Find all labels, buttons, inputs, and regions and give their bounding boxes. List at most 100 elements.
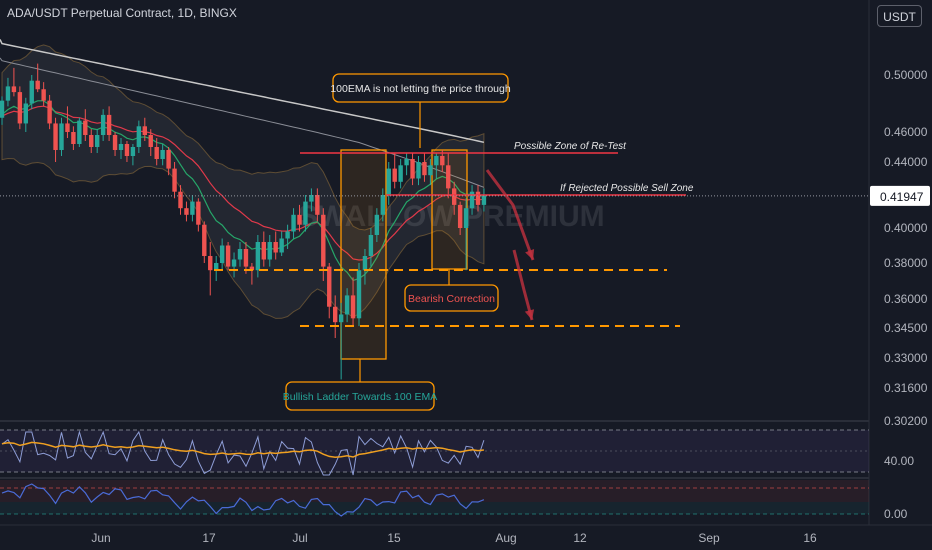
candle-body (65, 123, 70, 132)
arrow-to-support-2 (512, 249, 534, 321)
candle-body (398, 165, 403, 182)
time-tick-label: Sep (698, 531, 720, 545)
horizontal-levels (214, 152, 686, 327)
candle-body (344, 295, 350, 315)
time-tick-label: 16 (803, 531, 817, 545)
chart-title: ADA/USDT Perpetual Contract, 1D, BINGX (7, 6, 237, 20)
candle-body (231, 259, 237, 267)
currency-button[interactable]: USDT (877, 5, 922, 27)
candle-body (118, 144, 124, 150)
ema-200-line (0, 39, 485, 144)
candle-body (440, 156, 445, 166)
candle-body (0, 100, 5, 118)
price-tick-label: 0.36000 (884, 292, 928, 306)
candle-body (184, 208, 189, 215)
candle-body (112, 135, 118, 150)
moving-averages (0, 39, 485, 282)
candle-body (291, 214, 296, 232)
candle-body (362, 256, 368, 271)
bollinger-bands (1, 44, 485, 319)
candle-body (136, 126, 142, 147)
candle-body (350, 295, 356, 319)
candle-body (303, 201, 308, 225)
candle-body (243, 249, 249, 267)
candle-body (327, 266, 332, 307)
candle-body (47, 100, 52, 124)
price-tick-label: 0.40000 (884, 221, 928, 235)
price-tick-label: 0.50000 (884, 68, 928, 82)
candle-body (5, 86, 11, 101)
lower-indicator-line (1, 483, 485, 517)
ema-note-label: 100EMA is not letting the price through (330, 83, 511, 95)
candle-body (148, 135, 153, 147)
candle-body (404, 159, 409, 166)
candle-body (95, 135, 100, 147)
watermark: SWALLOW PREMIUM (298, 200, 605, 233)
candle-body (457, 204, 463, 228)
candle-body (428, 165, 433, 176)
lower-green-zone (0, 502, 869, 514)
candle-body (386, 168, 391, 195)
time-tick-label: Jun (91, 531, 110, 545)
candle-body (160, 150, 165, 159)
candle-body (380, 195, 385, 215)
candle-body (261, 242, 266, 260)
candle-body (446, 165, 451, 189)
candle-body (434, 156, 439, 166)
candle-body (89, 135, 94, 147)
lower-axis-label: 0.00 (884, 507, 908, 521)
candle-body (249, 266, 255, 271)
candle-body (475, 191, 481, 205)
rsi-ma-line (1, 441, 484, 458)
candle-body (100, 114, 106, 135)
candle-body (154, 147, 159, 159)
bullish-ladder-box (340, 149, 387, 360)
candle-body (410, 159, 415, 179)
candle-body (416, 162, 421, 179)
candle-body (392, 168, 397, 182)
ema-green-line (1, 100, 484, 282)
bollinger-band-area (1, 44, 485, 319)
candle-body (17, 92, 23, 124)
current-price-label: 0.41947 (880, 190, 924, 204)
bearish-correction-label: Bearish Correction (408, 293, 495, 305)
candle-body (130, 147, 136, 156)
candlesticks (0, 63, 487, 380)
price-tick-label: 0.30200 (884, 414, 928, 428)
candle-body (279, 238, 284, 253)
candle-body (356, 270, 362, 319)
time-tick-label: 17 (202, 531, 216, 545)
price-tick-label: 0.33000 (884, 351, 928, 365)
time-axis: Jun 17 Jul 15 Aug 12 Sep 16 (91, 531, 817, 545)
candle-body (172, 168, 177, 192)
lower-indicator-panel: 0.00 (0, 480, 908, 521)
candle-body (225, 245, 231, 267)
candle-body (219, 245, 225, 263)
candle-body (267, 242, 272, 260)
candle-body (23, 103, 28, 124)
sell-zone-label: If Rejected Possible Sell Zone (560, 183, 694, 194)
price-axis-background (869, 0, 932, 550)
candle-body (53, 123, 58, 150)
candle-body (374, 214, 380, 235)
candle-body (338, 314, 344, 323)
candle-body (142, 126, 147, 135)
lower-red-zone (0, 480, 869, 502)
candle-body (202, 224, 207, 256)
ema-100-line (0, 57, 485, 188)
rsi-panel: 40.00 (0, 429, 914, 476)
ema-red-line (1, 105, 484, 261)
price-tick-label: 0.31600 (884, 381, 928, 395)
candle-body (196, 201, 201, 225)
candle-body (469, 191, 475, 209)
candle-body (190, 201, 195, 215)
candle-body (124, 144, 130, 156)
time-tick-label: Jul (292, 531, 307, 545)
price-tick-label: 0.44000 (884, 155, 928, 169)
current-price-badge (870, 185, 930, 206)
annotation-labels: 100EMA is not letting the price through B… (283, 73, 694, 411)
arrow-to-support-1 (485, 169, 535, 261)
candle-body (297, 214, 302, 225)
bearish-correction-label-box (404, 284, 499, 312)
